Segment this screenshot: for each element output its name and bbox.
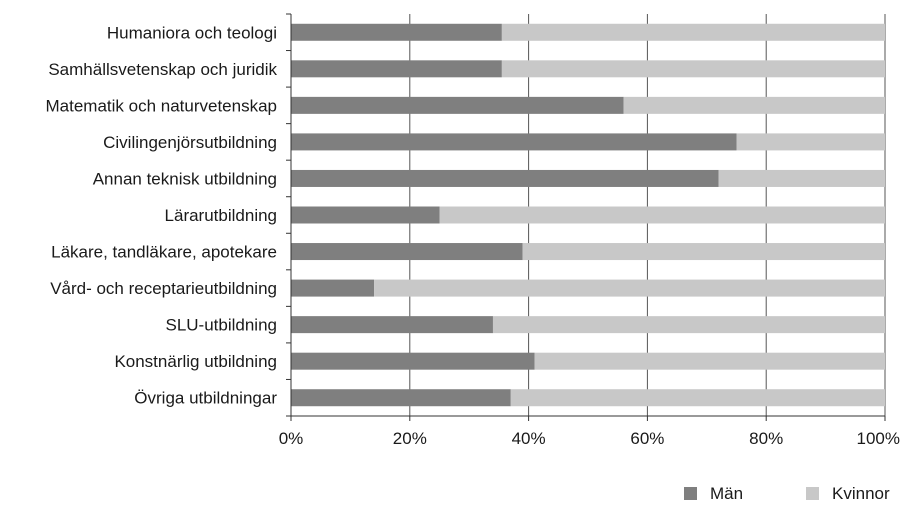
bar-kvinnor [439,206,885,224]
bar-man [291,96,624,114]
category-label: Vård- och receptarieutbildning [50,279,277,298]
x-tick-label: 100% [857,429,900,448]
bar-man [291,279,375,297]
bar-man [291,206,440,224]
x-tick-label: 0% [279,429,304,448]
category-label: Konstnärlig utbildning [114,352,277,371]
bar-kvinnor [534,352,885,370]
bar-kvinnor [374,279,885,297]
legend-label: Män [710,484,743,501]
bar-man [291,316,493,334]
bar-kvinnor [501,60,885,78]
bar-man [291,133,737,151]
x-tick-label: 60% [630,429,664,448]
bar-man [291,169,719,187]
bar-kvinnor [718,169,885,187]
x-tick-label: 40% [512,429,546,448]
bar-man [291,23,502,41]
legend-swatch [684,487,697,500]
x-tick-label: 80% [749,429,783,448]
bar-kvinnor [736,133,885,151]
bar-kvinnor [522,243,885,261]
legend: Män Kvinnor [684,484,890,503]
legend-swatch [806,487,819,500]
bar-man [291,389,511,407]
x-tick-label: 20% [393,429,427,448]
tick-labels: 0% 20% 40% 60% 80% 100% [279,429,900,448]
bar-man [291,60,502,78]
legend-label: Kvinnor [832,484,890,501]
bar-kvinnor [623,96,885,114]
bar-man [291,243,523,261]
category-label: Humaniora och teologi [107,23,277,42]
bar-man [291,352,535,370]
category-labels: Humaniora och teologi Samhällsvetenskap o… [45,23,277,407]
category-label: Civilingenjörsutbildning [103,133,277,152]
category-label: Läkare, tandläkare, apotekare [51,243,277,262]
bar-kvinnor [501,23,885,41]
bar-kvinnor [492,316,885,334]
bars [291,23,885,407]
category-label: SLU-utbildning [165,316,277,335]
category-label: Matematik och naturvetenskap [45,96,277,115]
category-label: Lärarutbildning [165,206,277,225]
bar-kvinnor [510,389,885,407]
axes [286,13,886,421]
category-label: Övriga utbildningar [134,389,277,408]
category-label: Annan teknisk utbildning [93,169,277,188]
category-label: Samhällsvetenskap och juridik [48,60,277,79]
